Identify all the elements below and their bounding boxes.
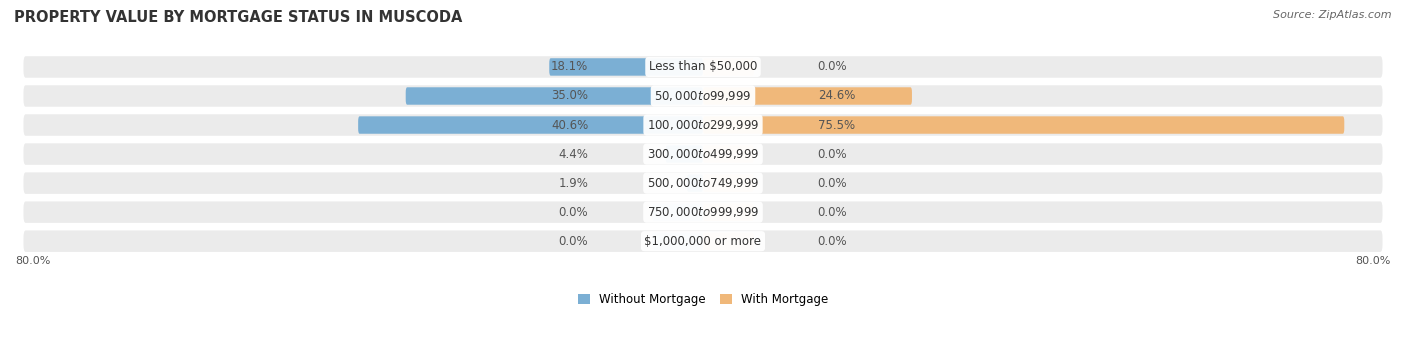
Text: $50,000 to $99,999: $50,000 to $99,999 xyxy=(654,89,752,103)
Text: 0.0%: 0.0% xyxy=(558,206,588,219)
Text: 0.0%: 0.0% xyxy=(818,60,848,73)
FancyBboxPatch shape xyxy=(359,116,703,134)
Text: $300,000 to $499,999: $300,000 to $499,999 xyxy=(647,147,759,161)
Text: 0.0%: 0.0% xyxy=(818,148,848,161)
FancyBboxPatch shape xyxy=(688,174,703,192)
Text: 0.0%: 0.0% xyxy=(818,177,848,190)
Text: 1.9%: 1.9% xyxy=(558,177,588,190)
Text: 18.1%: 18.1% xyxy=(551,60,588,73)
Text: $100,000 to $299,999: $100,000 to $299,999 xyxy=(647,118,759,132)
Text: 40.6%: 40.6% xyxy=(551,119,588,132)
FancyBboxPatch shape xyxy=(24,56,1382,78)
Text: 80.0%: 80.0% xyxy=(15,256,51,266)
Text: $500,000 to $749,999: $500,000 to $749,999 xyxy=(647,176,759,190)
FancyBboxPatch shape xyxy=(665,145,703,163)
Text: 0.0%: 0.0% xyxy=(818,206,848,219)
FancyBboxPatch shape xyxy=(703,116,1344,134)
FancyBboxPatch shape xyxy=(703,204,754,221)
Text: 80.0%: 80.0% xyxy=(1355,256,1391,266)
FancyBboxPatch shape xyxy=(24,231,1382,252)
Text: 0.0%: 0.0% xyxy=(818,235,848,248)
FancyBboxPatch shape xyxy=(703,174,754,192)
FancyBboxPatch shape xyxy=(24,172,1382,194)
Text: 24.6%: 24.6% xyxy=(818,89,855,103)
Text: 0.0%: 0.0% xyxy=(558,235,588,248)
Text: 4.4%: 4.4% xyxy=(558,148,588,161)
Text: 75.5%: 75.5% xyxy=(818,119,855,132)
Text: $1,000,000 or more: $1,000,000 or more xyxy=(644,235,762,248)
FancyBboxPatch shape xyxy=(652,204,703,221)
FancyBboxPatch shape xyxy=(550,58,703,76)
Text: PROPERTY VALUE BY MORTGAGE STATUS IN MUSCODA: PROPERTY VALUE BY MORTGAGE STATUS IN MUS… xyxy=(14,10,463,25)
FancyBboxPatch shape xyxy=(24,143,1382,165)
FancyBboxPatch shape xyxy=(652,233,703,250)
FancyBboxPatch shape xyxy=(24,85,1382,107)
FancyBboxPatch shape xyxy=(406,87,703,105)
Text: $750,000 to $999,999: $750,000 to $999,999 xyxy=(647,205,759,219)
Legend: Without Mortgage, With Mortgage: Without Mortgage, With Mortgage xyxy=(574,288,832,311)
FancyBboxPatch shape xyxy=(24,202,1382,223)
FancyBboxPatch shape xyxy=(703,87,912,105)
FancyBboxPatch shape xyxy=(703,58,754,76)
FancyBboxPatch shape xyxy=(703,145,754,163)
FancyBboxPatch shape xyxy=(24,114,1382,136)
Text: 35.0%: 35.0% xyxy=(551,89,588,103)
Text: Less than $50,000: Less than $50,000 xyxy=(648,60,758,73)
Text: Source: ZipAtlas.com: Source: ZipAtlas.com xyxy=(1274,10,1392,20)
FancyBboxPatch shape xyxy=(703,233,754,250)
